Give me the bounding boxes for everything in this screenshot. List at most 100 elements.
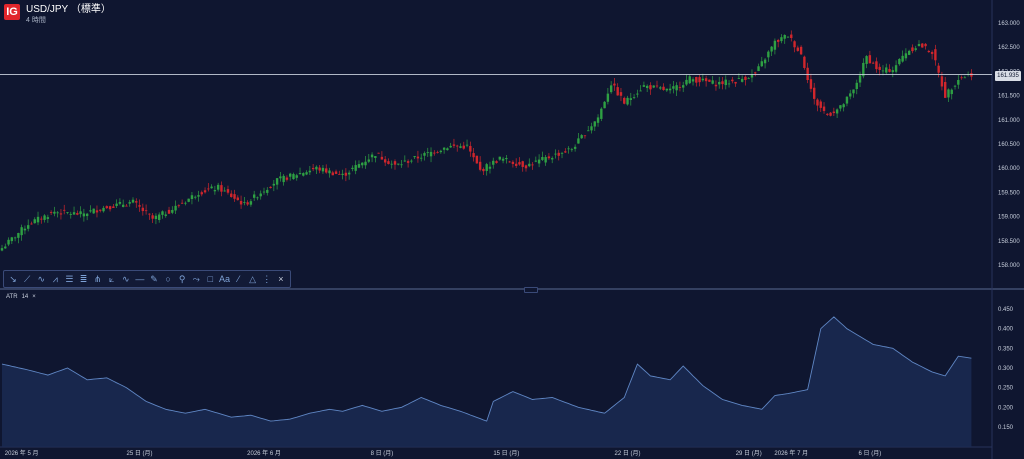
- candle: [282, 174, 285, 186]
- candle: [174, 200, 177, 214]
- candle: [469, 141, 472, 157]
- candle: [118, 198, 122, 206]
- candle: [963, 75, 967, 79]
- candle: [678, 81, 682, 92]
- candle: [613, 77, 616, 91]
- candle: [511, 160, 515, 168]
- atr-area: [2, 316, 972, 447]
- candle: [721, 77, 724, 90]
- candle: [708, 79, 711, 82]
- candle: [347, 170, 351, 180]
- candle: [148, 213, 151, 220]
- candle: [95, 205, 99, 218]
- candle: [551, 156, 554, 164]
- candle: [835, 108, 839, 119]
- pencil-tool-icon[interactable]: ✎: [150, 274, 158, 284]
- text-tool-icon[interactable]: Aa: [218, 274, 230, 284]
- time-tick-label: 6 日 (月): [859, 450, 882, 457]
- candle: [485, 162, 488, 176]
- atr-tick-label: 0.450: [998, 307, 1014, 313]
- candle: [757, 63, 760, 72]
- horizontal-line-tool-icon[interactable]: —: [135, 274, 145, 284]
- candle: [236, 195, 239, 201]
- candle: [410, 159, 413, 164]
- candle: [36, 211, 40, 226]
- candle: [711, 75, 714, 85]
- current-price-tag: 161.935: [995, 71, 1021, 81]
- candle: [40, 216, 43, 224]
- candle: [370, 152, 374, 163]
- candle: [727, 80, 731, 88]
- circle-tool-icon[interactable]: ○: [165, 274, 171, 284]
- candle: [842, 103, 845, 112]
- candle: [115, 199, 118, 208]
- candle: [659, 85, 662, 90]
- candle: [112, 204, 115, 209]
- measure-tool-icon[interactable]: ⚲: [178, 274, 186, 284]
- pane-resize-handle[interactable]: [524, 287, 538, 293]
- rectangle-tool-icon[interactable]: □: [207, 274, 214, 284]
- candle: [131, 197, 135, 204]
- pitchfork-tool-icon[interactable]: ⋔: [93, 274, 102, 284]
- line-tool-icon[interactable]: ⁄: [237, 274, 240, 284]
- candle: [354, 160, 357, 175]
- candle: [799, 45, 803, 55]
- candle: [528, 158, 531, 168]
- candle: [377, 152, 380, 154]
- fib-retracement-tool-icon[interactable]: ☰: [65, 274, 74, 284]
- candle: [357, 160, 361, 169]
- trend-line-tool-icon[interactable]: ∿: [37, 274, 45, 284]
- candle: [387, 158, 390, 165]
- time-tick-label: 29 日 (月): [736, 450, 762, 457]
- candle: [223, 187, 226, 192]
- candle: [462, 141, 465, 150]
- zigzag-tool-icon[interactable]: ∿: [122, 274, 130, 284]
- candle: [901, 50, 904, 63]
- candle: [10, 236, 14, 244]
- trend-arrow-tool-icon[interactable]: ↘: [9, 274, 17, 284]
- candle: [891, 66, 894, 78]
- candle: [544, 155, 547, 166]
- indicator-period: 14: [21, 294, 29, 300]
- candle: [583, 135, 587, 139]
- candle: [734, 81, 737, 87]
- timeframe-label[interactable]: 4 時間: [26, 17, 46, 24]
- candle: [682, 81, 685, 93]
- candle: [423, 151, 426, 161]
- candle: [580, 134, 583, 139]
- vertical-line-tool-icon[interactable]: ⋮: [262, 274, 272, 284]
- price-tick-label: 160.500: [998, 142, 1020, 148]
- candle: [813, 82, 816, 105]
- candle: [704, 75, 708, 87]
- candle: [53, 206, 56, 217]
- candle: [364, 156, 367, 169]
- fib-levels-tool-icon[interactable]: ≣: [79, 274, 88, 284]
- candle: [701, 73, 705, 82]
- candle: [760, 56, 763, 68]
- atr-tick-label: 0.250: [998, 386, 1014, 392]
- path-tool-icon[interactable]: ⤳: [192, 274, 200, 284]
- candle: [184, 201, 187, 206]
- candle: [383, 156, 387, 167]
- candle: [524, 164, 528, 172]
- candle: [672, 81, 675, 94]
- candle: [626, 95, 629, 106]
- candle: [49, 210, 53, 215]
- candle: [135, 198, 138, 208]
- candle: [380, 151, 384, 160]
- candle: [459, 143, 462, 149]
- ray-tool-icon[interactable]: ⟋: [23, 274, 31, 284]
- candle: [560, 151, 564, 159]
- candle: [216, 182, 220, 192]
- candle: [531, 162, 534, 170]
- candlestick-series: [0, 30, 973, 252]
- triangle-tool-icon[interactable]: △: [249, 274, 257, 284]
- brush-tool-icon[interactable]: ⟀: [109, 274, 115, 284]
- multi-line-tool-icon[interactable]: ⩘: [52, 274, 58, 284]
- candle: [554, 149, 557, 159]
- candle: [498, 156, 501, 161]
- candle: [698, 74, 701, 87]
- close-tool-icon[interactable]: ×: [278, 274, 284, 284]
- candle: [351, 165, 354, 172]
- indicator-close-icon[interactable]: ×: [32, 294, 36, 300]
